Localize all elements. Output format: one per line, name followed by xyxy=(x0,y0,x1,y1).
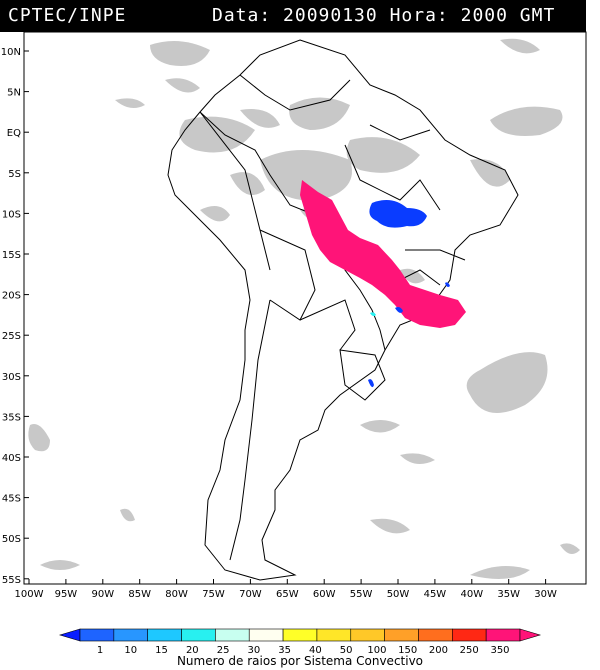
border-brazil-states xyxy=(344,124,466,291)
datetime-label: Data: 20090130 Hora: 2000 GMT xyxy=(212,5,555,26)
lon-label: 35W xyxy=(497,589,520,600)
lat-label: 40S xyxy=(2,453,21,464)
lat-label: 50S xyxy=(2,534,21,545)
lat-label: EQ xyxy=(7,128,21,139)
colorbar-tick-label: 100 xyxy=(367,645,386,656)
colorbar-segment xyxy=(452,628,487,642)
lat-label: 5N xyxy=(7,88,21,99)
lat-label: 10S xyxy=(2,209,21,220)
colorbar-segment xyxy=(485,628,521,642)
lat-label: 30S xyxy=(2,372,21,383)
colorbar-segment xyxy=(215,628,250,642)
colorbar-tick-label: 25 xyxy=(217,645,230,656)
lon-label: 60W xyxy=(313,589,336,600)
colorbar-segment xyxy=(79,628,115,642)
colorbar-tick-label: 40 xyxy=(309,645,322,656)
lon-label: 55W xyxy=(350,589,373,600)
lon-label: 75W xyxy=(202,589,225,600)
lon-label: 40W xyxy=(460,589,483,600)
colorbar-tick-label: 30 xyxy=(247,645,260,656)
convective-systems-mid xyxy=(370,312,376,317)
date-value: 20090130 xyxy=(283,5,378,26)
border-uruguay xyxy=(339,349,386,401)
header-bar: CPTEC/INPE Data: 20090130 Hora: 2000 GMT xyxy=(0,0,586,32)
border-colombia-venezuela xyxy=(239,74,351,111)
lat-label: 10N xyxy=(1,47,21,58)
colorbar-tick-label: 250 xyxy=(460,645,479,656)
colorbar-tick-label: 350 xyxy=(490,645,509,656)
hour-value: 2000 GMT xyxy=(460,5,556,26)
lat-label: 25S xyxy=(2,331,21,342)
lon-label: 80W xyxy=(165,589,188,600)
border-peru xyxy=(199,111,271,271)
colorbar-segment xyxy=(418,628,453,642)
cloud-cover xyxy=(28,38,580,579)
convective-systems-low xyxy=(368,199,450,388)
colorbar-caption: Numero de raios por Sistema Convectivo xyxy=(176,654,424,668)
latitude-axis: 10N 5N EQ 5S 10S 15S 20S 25S 30S 35S 40S 45S 50S 55S xyxy=(1,47,29,586)
colorbar-tick-label: 1 xyxy=(97,645,103,656)
lon-label: 65W xyxy=(276,589,299,600)
colorbar-tick-label: 200 xyxy=(429,645,448,656)
colorbar-segment xyxy=(282,628,318,642)
convective-systems-high xyxy=(300,180,466,328)
lon-label: 45W xyxy=(424,589,447,600)
colorbar-arrow-left xyxy=(58,628,81,642)
date-label: Data: xyxy=(212,5,272,26)
lon-label: 95W xyxy=(55,589,78,600)
colorbar-tick-label: 15 xyxy=(155,645,168,656)
lon-label: 50W xyxy=(387,589,410,600)
lon-label: 70W xyxy=(239,589,262,600)
colorbar-tick-label: 35 xyxy=(278,645,291,656)
lat-label: 15S xyxy=(2,250,21,261)
colorbar-segment xyxy=(181,628,216,642)
border-bolivia xyxy=(259,229,316,321)
lon-label: 30W xyxy=(534,589,557,600)
lat-label: 45S xyxy=(2,494,21,505)
colorbar-segment xyxy=(248,628,284,642)
colorbar-segment xyxy=(113,628,148,642)
longitude-axis: 100W 95W 90W 85W 80W 75W 70W 65W 60W 55W 50W 45W 40W… xyxy=(15,579,557,600)
lon-label: 100W xyxy=(15,589,44,600)
border-argentina-chile xyxy=(229,299,271,561)
colorbar-segment xyxy=(147,628,182,642)
lon-label: 90W xyxy=(91,589,114,600)
lat-label: 5S xyxy=(8,169,21,180)
lat-label: 20S xyxy=(2,291,21,302)
border-paraguay xyxy=(299,299,356,351)
colorbar-tick-label: 50 xyxy=(340,645,353,656)
colorbar-segment xyxy=(350,628,385,642)
colorbar-arrow-right xyxy=(519,628,542,642)
colorbar-segment xyxy=(384,628,419,642)
lon-label: 85W xyxy=(128,589,151,600)
colorbar-tick-label: 150 xyxy=(398,645,417,656)
hour-label: Hora: xyxy=(389,5,449,26)
colorbar: 1 10 15 20 25 30 35 40 50 100 150 200 250 350 xyxy=(58,628,542,656)
agency-label: CPTEC/INPE xyxy=(8,5,127,26)
colorbar-tick-label: 10 xyxy=(124,645,137,656)
colorbar-segment xyxy=(316,628,352,642)
continent-outline xyxy=(167,39,519,581)
lat-label: 55S xyxy=(2,575,21,586)
colorbar-tick-label: 20 xyxy=(186,645,199,656)
lat-label: 35S xyxy=(2,412,21,423)
